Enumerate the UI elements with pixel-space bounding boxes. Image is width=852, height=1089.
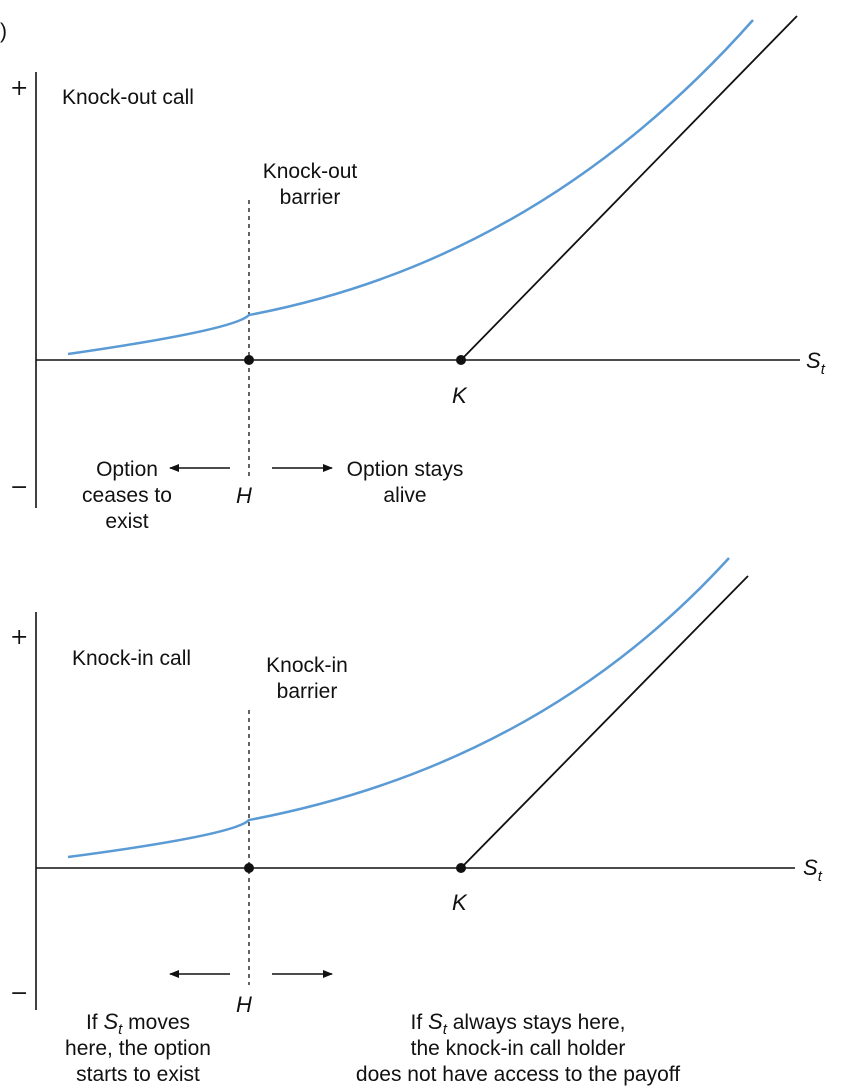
bottom-right-note-1: If St always stays here, (411, 1009, 626, 1038)
bottom-panel-title: Knock-in call (72, 647, 191, 670)
top-barrier-label-2: barrier (280, 186, 341, 209)
bottom-option-value-curve (67, 557, 730, 859)
knock-in-panel: + − Knock-in call Knock-in barrier St K … (10, 557, 823, 1086)
top-k-label: K (452, 383, 468, 408)
top-axis-label: St (806, 348, 826, 378)
top-right-note-1: Option stays (347, 458, 464, 481)
top-left-note-1: Option (96, 458, 158, 481)
knock-out-panel: + − Knock-out call Knock-out barrier St … (10, 15, 826, 533)
bottom-axis-label: St (803, 855, 823, 885)
bottom-right-note-3: does not have access to the payoff (356, 1063, 680, 1086)
bottom-h-label: H (236, 992, 252, 1017)
bottom-right-note-2: the knock-in call holder (411, 1037, 626, 1060)
bottom-left-note-3: starts to exist (76, 1063, 200, 1086)
top-minus-sign: − (10, 475, 28, 500)
top-barrier-label-1: Knock-out (263, 160, 358, 183)
top-plus-sign: + (10, 76, 28, 101)
top-h-label: H (236, 483, 252, 508)
bottom-minus-sign: − (10, 981, 28, 1006)
bottom-left-note-2: here, the option (65, 1037, 211, 1060)
bottom-barrier-label-1: Knock-in (266, 654, 348, 677)
bottom-k-label: K (452, 890, 468, 915)
top-right-note-2: alive (383, 484, 426, 507)
top-barrier-point (244, 355, 254, 365)
top-left-note-2: ceases to (82, 484, 172, 507)
top-option-value-curve (67, 19, 754, 356)
top-left-note-3: exist (105, 510, 148, 533)
bottom-payoff-line (460, 575, 749, 869)
bottom-barrier-label-2: barrier (277, 680, 338, 703)
bottom-barrier-point (244, 863, 254, 873)
top-panel-title: Knock-out call (62, 86, 194, 109)
bottom-strike-point (456, 863, 466, 873)
figure-marker: ) (0, 20, 7, 43)
top-strike-point (456, 355, 466, 365)
bottom-plus-sign: + (10, 625, 28, 650)
top-payoff-line (460, 15, 798, 361)
bottom-left-note-1: If St moves (86, 1009, 190, 1038)
